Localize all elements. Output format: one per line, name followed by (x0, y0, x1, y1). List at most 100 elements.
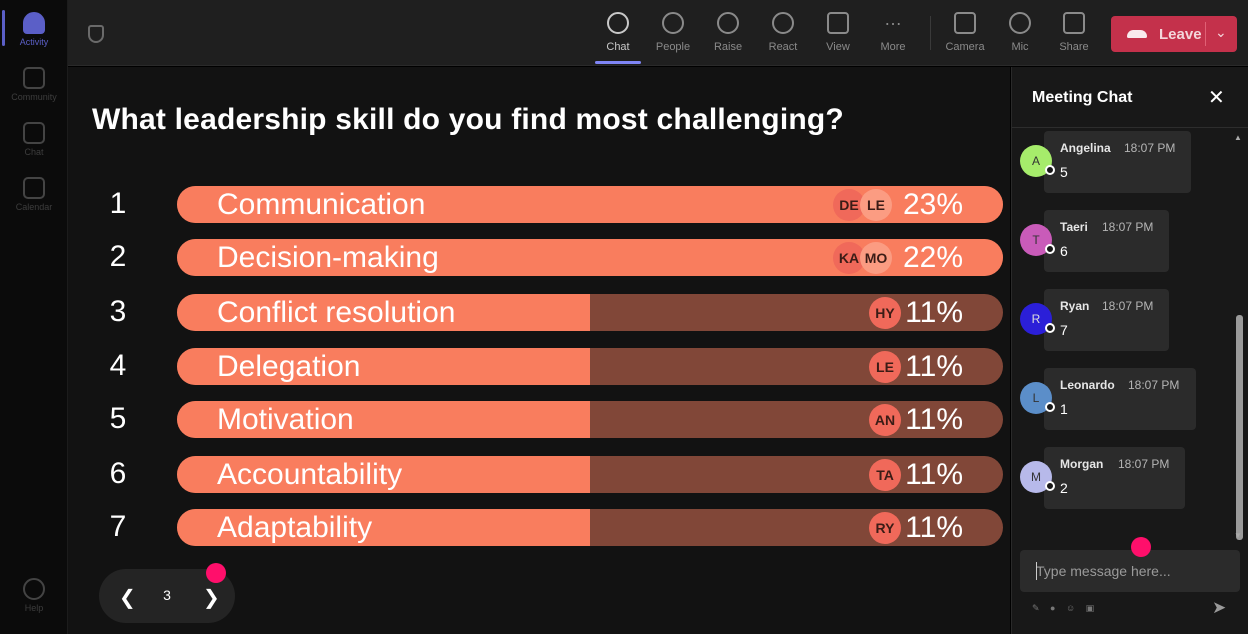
scroll-up-arrow-icon[interactable]: ▲ (1234, 133, 1242, 142)
send-icon[interactable]: ➤ (1212, 598, 1227, 617)
person-icon (662, 12, 684, 34)
chat-message: Leonardo 18:07 PM 1 (1044, 368, 1196, 430)
option-bar: Delegation LE 11% (177, 348, 1003, 385)
grid-icon (827, 12, 849, 34)
message-sender: Angelina (1060, 141, 1111, 155)
avatar[interactable]: A (1020, 145, 1055, 177)
message-sender: Ryan (1060, 299, 1090, 313)
option-label: Motivation (217, 403, 354, 436)
option-bar: Communication DE LE 23% (177, 186, 1003, 223)
option-number: 6 (109, 457, 127, 490)
option-percent: 22% (902, 241, 963, 274)
option-number: 2 (109, 240, 127, 273)
poll-option-row[interactable]: 3 Conflict resolution HY 11% (68, 292, 1010, 332)
toolbar-label: Chat (606, 41, 630, 53)
avatar[interactable]: T (1020, 224, 1055, 256)
avatar[interactable]: R (1020, 303, 1055, 335)
hand-icon (717, 12, 739, 34)
toolbar-view-button[interactable]: View (811, 10, 865, 60)
option-percent: 11% (905, 296, 963, 329)
poll-option-row[interactable]: 1 Communication DE LE 23% (68, 184, 1010, 224)
leave-label: Leave (1159, 25, 1202, 43)
avatar-initial: A (1031, 154, 1040, 168)
voter-avatar: DE (833, 189, 865, 221)
chat-message: Angelina 18:07 PM 5 (1044, 131, 1191, 193)
toolbar-chat-button[interactable]: Chat (591, 10, 645, 64)
rail-item-label: Help (24, 602, 44, 613)
avatar-initial: M (1031, 470, 1041, 484)
toolbar-more-button[interactable]: … More (866, 10, 920, 60)
toolbar-raise-button[interactable]: Raise (701, 10, 755, 60)
toolbar-mic-button[interactable]: Mic (993, 10, 1047, 60)
message-time: 18:07 PM (1124, 141, 1176, 155)
poll-option-row[interactable]: 6 Accountability TA 11% (68, 454, 1010, 494)
leave-button[interactable]: Leave ⌄ (1111, 16, 1237, 52)
chat-scrollbar[interactable] (1236, 315, 1243, 540)
voter-avatar: MO (860, 242, 892, 274)
status-indicator (1045, 165, 1055, 175)
chevron-right-icon[interactable]: ❯ (203, 587, 220, 609)
rail-item-help[interactable]: Help (0, 570, 68, 620)
message-sender: Taeri (1060, 220, 1088, 234)
toolbar-label: React (768, 41, 798, 53)
share-screen-icon (1063, 12, 1085, 34)
option-percent: 23% (902, 188, 963, 221)
chevron-down-icon[interactable]: ⌄ (1215, 24, 1227, 40)
message-text: 1 (1060, 401, 1068, 417)
avatar-initial: R (1031, 312, 1041, 326)
shield-icon (88, 25, 104, 43)
status-indicator (1045, 323, 1055, 333)
formatting-icons[interactable]: ✎ ● ☺ ▣ (1032, 603, 1099, 613)
chat-message-input[interactable] (1020, 550, 1240, 592)
chevron-left-icon[interactable]: ❮ (119, 587, 136, 609)
rail-item-community[interactable]: Community (0, 59, 68, 109)
poll-option-row[interactable]: 4 Delegation LE 11% (68, 346, 1010, 386)
message-time: 18:07 PM (1102, 299, 1154, 313)
toolbar-people-button[interactable]: People (646, 10, 700, 60)
voter-avatar: HY (869, 297, 901, 329)
poll-option-row[interactable]: 5 Motivation AN 11% (68, 399, 1010, 439)
chat-message: Taeri 18:07 PM 6 (1044, 210, 1169, 272)
mic-icon (1009, 12, 1031, 34)
toolbar-camera-button[interactable]: Camera (938, 10, 992, 60)
poll-option-row[interactable]: 7 Adaptability RY 11% (68, 507, 1010, 547)
scroll-down-arrow-icon[interactable]: ▼ (1234, 531, 1242, 540)
poll-question: What leadership skill do you find most c… (92, 103, 844, 136)
meeting-chat-panel: Meeting Chat ✕ Angelina 18:07 PM 5 A Taeri 18… (1011, 67, 1248, 634)
message-text: 2 (1060, 480, 1068, 496)
toolbar-react-button[interactable]: React (756, 10, 810, 60)
close-icon[interactable]: ✕ (1208, 87, 1225, 109)
chat-title: Meeting Chat (1032, 89, 1133, 106)
message-text: 5 (1060, 164, 1068, 180)
meeting-toolbar: Chat People Raise React View … More Camera Mic Sh… (68, 0, 1248, 66)
option-bar-fill (177, 348, 590, 385)
rail-item-calendar[interactable]: Calendar (0, 169, 68, 219)
option-bar-fill (177, 401, 590, 438)
option-label: Decision-making (217, 241, 439, 274)
toolbar-label: View (826, 41, 850, 53)
option-percent: 11% (905, 511, 963, 544)
message-sender: Leonardo (1060, 378, 1115, 392)
option-bar: Decision-making KA MO 22% (177, 239, 1003, 276)
calendar-icon (23, 176, 45, 199)
app-rail: Activity Community Chat Calendar Help (0, 0, 68, 634)
option-label: Conflict resolution (217, 296, 456, 329)
click-marker (1131, 537, 1151, 557)
avatar[interactable]: L (1020, 382, 1055, 414)
toolbar-share-button[interactable]: Share (1047, 10, 1101, 60)
rail-item-chat[interactable]: Chat (0, 114, 68, 164)
option-label: Communication (217, 188, 426, 221)
toolbar-label: More (880, 41, 906, 53)
smiley-icon (772, 12, 794, 34)
rail-item-activity[interactable]: Activity (0, 4, 68, 54)
avatar[interactable]: M (1020, 461, 1055, 493)
voter-avatar: TA (869, 459, 901, 491)
poll-option-row[interactable]: 2 Decision-making KA MO 22% (68, 237, 1010, 277)
message-time: 18:07 PM (1118, 457, 1170, 471)
option-bar-fill (177, 456, 590, 493)
option-number: 4 (109, 349, 127, 382)
leave-divider (1205, 22, 1206, 46)
option-label: Adaptability (217, 511, 373, 544)
option-label: Delegation (217, 350, 361, 383)
toolbar-label: Share (1059, 41, 1089, 53)
